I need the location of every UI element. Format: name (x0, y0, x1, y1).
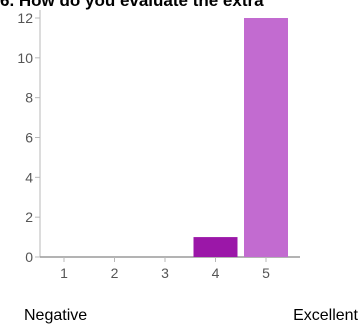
bar (193, 237, 238, 257)
y-tick-label: 0 (25, 249, 33, 265)
x-tick-label: 3 (161, 265, 169, 281)
chart-title: 6. How do you evaluate the extra (0, 0, 264, 10)
y-tick-label: 6 (25, 130, 33, 146)
x-tick-label: 5 (262, 265, 270, 281)
y-tick-label: 8 (25, 90, 33, 106)
bar (244, 18, 288, 257)
y-tick-label: 10 (17, 50, 33, 66)
x-tick-label: 4 (212, 265, 220, 281)
y-tick-label: 12 (17, 10, 33, 26)
scale-high-label: Excellent (293, 307, 358, 324)
y-tick-label: 4 (25, 169, 33, 185)
y-tick-label: 2 (25, 209, 33, 225)
x-tick-label: 2 (111, 265, 119, 281)
x-tick-label: 1 (60, 265, 68, 281)
scale-low-label: Negative (24, 307, 88, 324)
